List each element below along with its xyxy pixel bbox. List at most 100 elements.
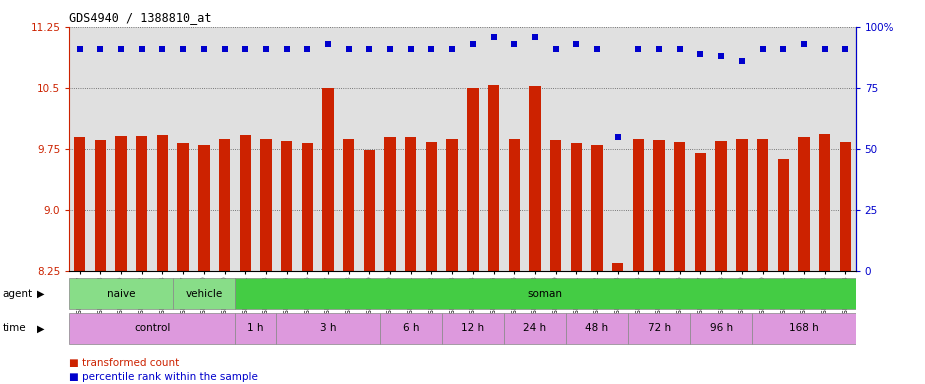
Bar [364,151,375,271]
Point [134,46,149,52]
Point [714,53,729,59]
Bar [653,140,665,271]
Text: time: time [3,323,27,333]
Bar [235,278,856,310]
Text: GDS4940 / 1388810_at: GDS4940 / 1388810_at [69,12,212,25]
Bar [281,141,292,271]
Bar [322,88,334,271]
Bar [778,159,789,271]
Bar [612,263,623,271]
Text: 48 h: 48 h [586,323,609,333]
Bar [235,313,277,344]
Text: 12 h: 12 h [462,323,485,333]
Text: ■ percentile rank within the sample: ■ percentile rank within the sample [69,372,258,382]
Point [487,33,501,40]
Bar [690,313,752,344]
Point [693,51,708,57]
Bar [819,134,831,271]
Point [341,46,356,52]
Point [176,46,191,52]
Point [651,46,666,52]
Point [796,41,811,47]
Point [776,46,791,52]
Point [465,41,480,47]
Point [672,46,687,52]
Bar [380,313,442,344]
Bar [260,139,272,271]
Bar [74,137,85,271]
Bar [385,137,396,271]
Point [383,46,398,52]
Text: soman: soman [528,289,562,299]
Point [93,46,108,52]
Bar [504,313,566,344]
Point [734,58,749,64]
Point [631,46,646,52]
Bar [69,278,173,310]
Text: 1 h: 1 h [247,323,264,333]
Point [507,41,522,47]
Point [549,46,563,52]
Text: 168 h: 168 h [789,323,819,333]
Point [403,46,418,52]
Bar [591,145,603,271]
Bar [633,139,644,271]
Bar [736,139,747,271]
Bar [116,136,127,271]
Bar [715,141,727,271]
Point [300,46,314,52]
Bar [302,143,313,271]
Bar [487,85,500,271]
Point [321,41,336,47]
Bar [752,313,856,344]
Text: ■ transformed count: ■ transformed count [69,358,179,368]
Text: 6 h: 6 h [402,323,419,333]
Text: vehicle: vehicle [185,289,223,299]
Bar [136,136,147,271]
Point [217,46,232,52]
Bar [405,137,416,271]
Text: 72 h: 72 h [648,323,671,333]
Text: naive: naive [107,289,135,299]
Text: 96 h: 96 h [709,323,733,333]
Bar [277,313,380,344]
Point [838,46,853,52]
Point [569,41,584,47]
Point [755,46,770,52]
Point [362,46,376,52]
Text: ▶: ▶ [37,323,44,333]
Bar [529,86,540,271]
Point [527,33,542,40]
Bar [628,313,690,344]
Bar [343,139,354,271]
Point [196,46,211,52]
Point [258,46,274,52]
Bar [798,137,809,271]
Bar [69,313,235,344]
Bar [198,145,210,271]
Text: ▶: ▶ [37,289,44,299]
Point [445,46,460,52]
Point [279,46,294,52]
Bar [94,140,106,271]
Bar [173,278,235,310]
Bar [178,143,189,271]
Bar [442,313,504,344]
Bar [426,142,438,271]
Bar [240,135,251,271]
Bar [674,142,685,271]
Bar [695,153,706,271]
Point [610,134,625,140]
Bar [571,143,582,271]
Bar [467,88,478,271]
Point [238,46,253,52]
Text: control: control [134,323,170,333]
Point [424,46,438,52]
Bar [550,140,561,271]
Text: 3 h: 3 h [320,323,337,333]
Bar [757,139,768,271]
Text: 24 h: 24 h [524,323,547,333]
Text: agent: agent [3,289,33,299]
Bar [566,313,628,344]
Point [72,46,87,52]
